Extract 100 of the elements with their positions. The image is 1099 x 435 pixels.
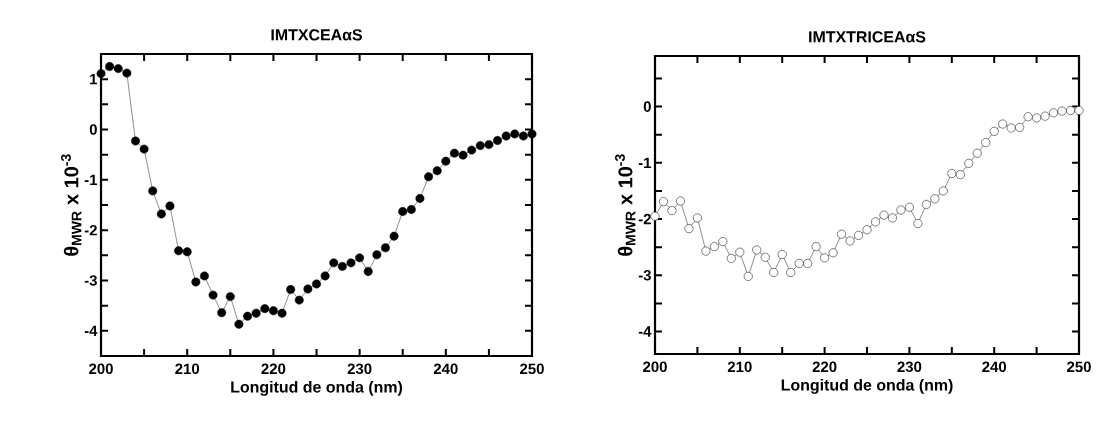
point [896,205,906,215]
x-axis-title: Longitud de onda (nm) [231,380,403,396]
point [406,205,416,214]
y-tick-label: -2 [84,224,97,236]
x-tick-label: 230 [347,363,372,375]
point [989,126,999,136]
point [1040,111,1050,121]
point [1057,106,1067,116]
point [381,243,390,253]
point [320,271,330,281]
point [760,252,770,262]
point [879,210,889,220]
point [337,261,347,271]
y-tick-label: -4 [638,326,652,337]
point [862,225,872,235]
x-tick-label: 240 [433,363,458,375]
y-axis-title: θ$_{MWR}$ x 10$^{-3}$ [615,154,636,256]
point [484,140,494,150]
point [518,131,528,141]
point [1023,112,1033,122]
point [398,207,408,216]
point [743,271,753,281]
y-tick-label: 0 [89,124,97,135]
point [1066,106,1075,115]
point [684,224,694,234]
point [303,284,313,294]
point [888,213,897,223]
point [424,172,434,182]
x-tick-label: 210 [175,363,200,375]
point [174,246,184,256]
x-tick-label: 220 [261,363,286,375]
point [650,211,660,221]
point [659,197,668,207]
point [1006,123,1016,133]
point [234,319,244,329]
point [139,144,149,154]
point [1049,108,1059,118]
point [972,148,982,158]
y-tick-label: -1 [638,157,652,168]
point [709,242,719,252]
point [955,170,965,180]
point [938,186,948,196]
y-tick-label: -4 [84,325,98,336]
point [441,156,451,166]
x-tick-label: 250 [520,363,544,375]
point [148,186,158,196]
x-axis-title: Longitud de onda (nm) [781,378,953,394]
point [777,250,787,259]
point [260,304,270,314]
x-tick-label: 220 [812,361,837,373]
y-tick-label: -3 [84,275,97,286]
point [251,308,261,318]
point [964,158,974,168]
point [96,69,106,79]
point [458,150,468,160]
point [921,199,931,209]
point [294,295,304,305]
point [904,202,914,212]
x-tick-label: 230 [897,361,922,373]
point [803,259,813,268]
point [105,62,115,72]
point [363,266,373,276]
y-axis-title: θ$_{MWR}$ x 10$^{-3}$ [61,154,82,256]
point [449,148,459,158]
point [208,290,218,300]
point [871,217,880,227]
point [726,253,736,263]
point [355,253,365,263]
point [432,166,442,176]
point [692,213,702,223]
x-tick-label: 210 [727,361,752,373]
point [1074,106,1084,115]
point [200,271,209,281]
point [676,196,685,206]
chart-title: IMTXTRICEAαS [809,31,926,43]
point [811,242,821,252]
point [268,306,278,316]
point [820,253,830,263]
point [329,258,339,268]
x-tick-label: 200 [643,361,667,373]
point [718,237,728,246]
point [191,277,201,287]
y-tick-label: 0 [643,101,651,112]
x-tick-label: 250 [1067,361,1091,373]
point [475,141,485,151]
point [701,246,711,256]
point [845,236,855,246]
point [769,268,779,277]
point [667,206,677,216]
point [113,64,123,74]
chart-title: IMTXCEAαS [271,29,362,41]
point [122,68,132,78]
point [981,138,991,148]
point [854,230,863,240]
point [752,245,762,255]
point [1015,122,1025,132]
point [243,311,252,321]
point [527,129,537,139]
point [735,247,745,257]
point [372,250,382,260]
